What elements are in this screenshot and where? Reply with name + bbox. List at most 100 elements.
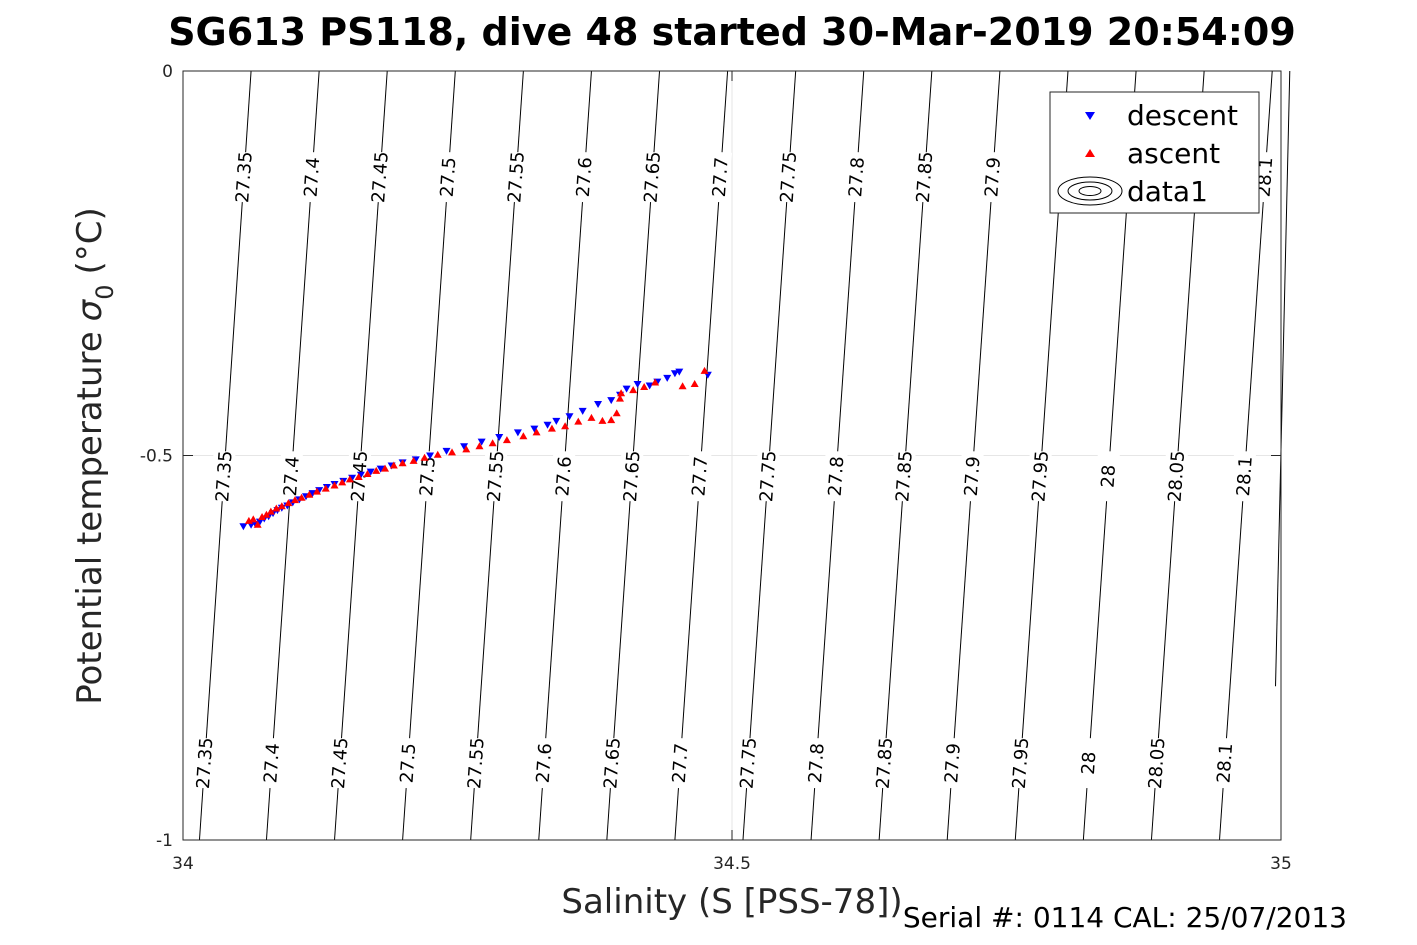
ascent-point [272, 504, 281, 512]
legend-ascent-label: ascent [1127, 137, 1220, 170]
isopycnal-label-text: 27.4 [260, 742, 284, 783]
y-axis-label: Potential temperature σ0 (°C) [70, 207, 119, 705]
isopycnal-label-bg [258, 737, 284, 789]
isopycnal-label: 27.75 [774, 151, 802, 204]
legend-descent-label: descent [1127, 99, 1238, 132]
isopycnal-label-text: 27.85 [873, 737, 898, 790]
isopycnal-label: 28.05 [1162, 450, 1190, 503]
isopycnal-label-text: 27.65 [600, 737, 625, 790]
ascent-point [502, 436, 511, 444]
isopycnal-label-bg [210, 450, 236, 502]
ascent-point [277, 502, 286, 510]
descent-point [460, 443, 469, 451]
isopycnal-label-bg [1142, 737, 1169, 789]
ascent-point [312, 487, 321, 495]
isopycnal-label-bg [910, 151, 937, 203]
isopycnal-label-text: 28.1 [1213, 742, 1237, 783]
ascent-point [690, 379, 699, 387]
isopycnal-label: 28 [1074, 737, 1100, 789]
isopycnal-label: 27.95 [1026, 450, 1053, 503]
isopycnal-label-text: 27.95 [1009, 737, 1034, 790]
isopycnal-label-text: 27.35 [212, 450, 237, 503]
isopycnal-label-text: 27.6 [573, 156, 597, 197]
descent-point [565, 413, 574, 421]
descent-point [594, 400, 603, 408]
descent-point [675, 368, 684, 376]
ascent-point [258, 513, 267, 521]
data-points [239, 366, 712, 531]
isopycnal-labels: 27.35 27.4 27.45 27.5 27.55 27.6 27.65 27.7 27.7… [190, 151, 1277, 790]
isopycnal-label: 27.45 [326, 737, 353, 790]
isopycnal-label-text: 27.8 [845, 156, 869, 197]
isopycnal-label-bg [1094, 450, 1121, 502]
isopycnal-label-bg [754, 450, 780, 502]
isopycnal-label: 27.6 [549, 450, 576, 502]
isopycnal-label: 28.1 [1230, 450, 1257, 502]
isopycnal-label-bg [462, 737, 488, 789]
y-axis-label-text: Potential temperature [70, 331, 110, 704]
isopycnal-label: 27.65 [638, 151, 665, 204]
descent-point [552, 417, 561, 425]
ascent-point [629, 386, 638, 394]
isopycnal-label-text: 27.45 [328, 737, 353, 790]
isopycnal-label-bg [277, 450, 304, 502]
isopycnal-label-text: 27.65 [620, 450, 645, 503]
isopycnal-label-bg [774, 151, 801, 203]
descent-point [376, 465, 385, 473]
isopycnal-label-text: 27.8 [825, 456, 849, 497]
isopycnal-label: 27.4 [277, 450, 304, 502]
isopycnal-label: 27.85 [870, 737, 898, 790]
isopycnal-label: 27.8 [842, 151, 869, 203]
descent-point [442, 447, 451, 455]
isopycnal-label: 27.9 [938, 737, 965, 789]
ascent-point [372, 466, 381, 474]
isopycnal-label-text: 27.85 [892, 450, 917, 503]
chart-title: SG613 PS118, dive 48 started 30-Mar-2019… [168, 10, 1296, 54]
descent-point [426, 452, 435, 460]
descent-point [578, 407, 587, 415]
isopycnal-label-text: 28.05 [1145, 737, 1170, 790]
isopycnal-label-text: 27.9 [941, 742, 965, 783]
isopycnal-label: 27.95 [1006, 737, 1034, 790]
isopycnal-label: 28.05 [1142, 737, 1170, 790]
isopycnal-label-bg [434, 151, 460, 203]
ascent-point [420, 453, 429, 461]
ascent-point [297, 493, 306, 501]
isopycnal-label: 27.4 [258, 737, 284, 789]
ascent-point [561, 422, 570, 430]
descent-point [543, 421, 552, 429]
ascent-point [398, 459, 407, 467]
ascent-point [574, 417, 583, 425]
isopycnal-label-bg [802, 737, 829, 789]
isopycnal-label-text: 28.05 [1165, 450, 1190, 503]
ascent-point [488, 439, 497, 447]
ascent-point [617, 389, 626, 397]
descent-point [663, 374, 672, 382]
isopycnal-label-bg [638, 151, 664, 203]
isopycnal-label-bg [1026, 450, 1052, 502]
isopycnal-label-bg [326, 737, 352, 789]
isopycnal-label-text: 27.7 [688, 456, 712, 497]
ascent-point [409, 456, 418, 464]
isopycnal-label-text: 27.4 [301, 156, 325, 197]
isopycnal-label-bg [298, 151, 324, 203]
ascent-point [433, 450, 442, 458]
isopycnal-label-text: 27.75 [777, 151, 802, 204]
isopycnal-label-text: 27.45 [368, 151, 393, 204]
isopycnal-label-text: 27.35 [232, 151, 257, 204]
legend-contour-icon [1057, 176, 1123, 206]
isopycnal-label-text: 27.65 [640, 151, 665, 204]
isopycnal-label: 27.8 [802, 737, 829, 789]
ascent-point [284, 499, 293, 507]
isopycnal-label-bg [1230, 450, 1257, 502]
descent-point [622, 385, 631, 393]
isopycnal-label: 27.5 [434, 151, 460, 203]
ascent-point [462, 445, 471, 453]
isopycnal-label-bg [870, 737, 897, 789]
ascent-point [262, 510, 271, 518]
ascent-point [678, 382, 687, 390]
isopycnal-label-bg [706, 151, 733, 203]
isopycnal-label-bg [549, 450, 576, 502]
isopycnal-label: 27.85 [890, 450, 917, 503]
isopycnal-label-text: 27.4 [280, 456, 304, 497]
